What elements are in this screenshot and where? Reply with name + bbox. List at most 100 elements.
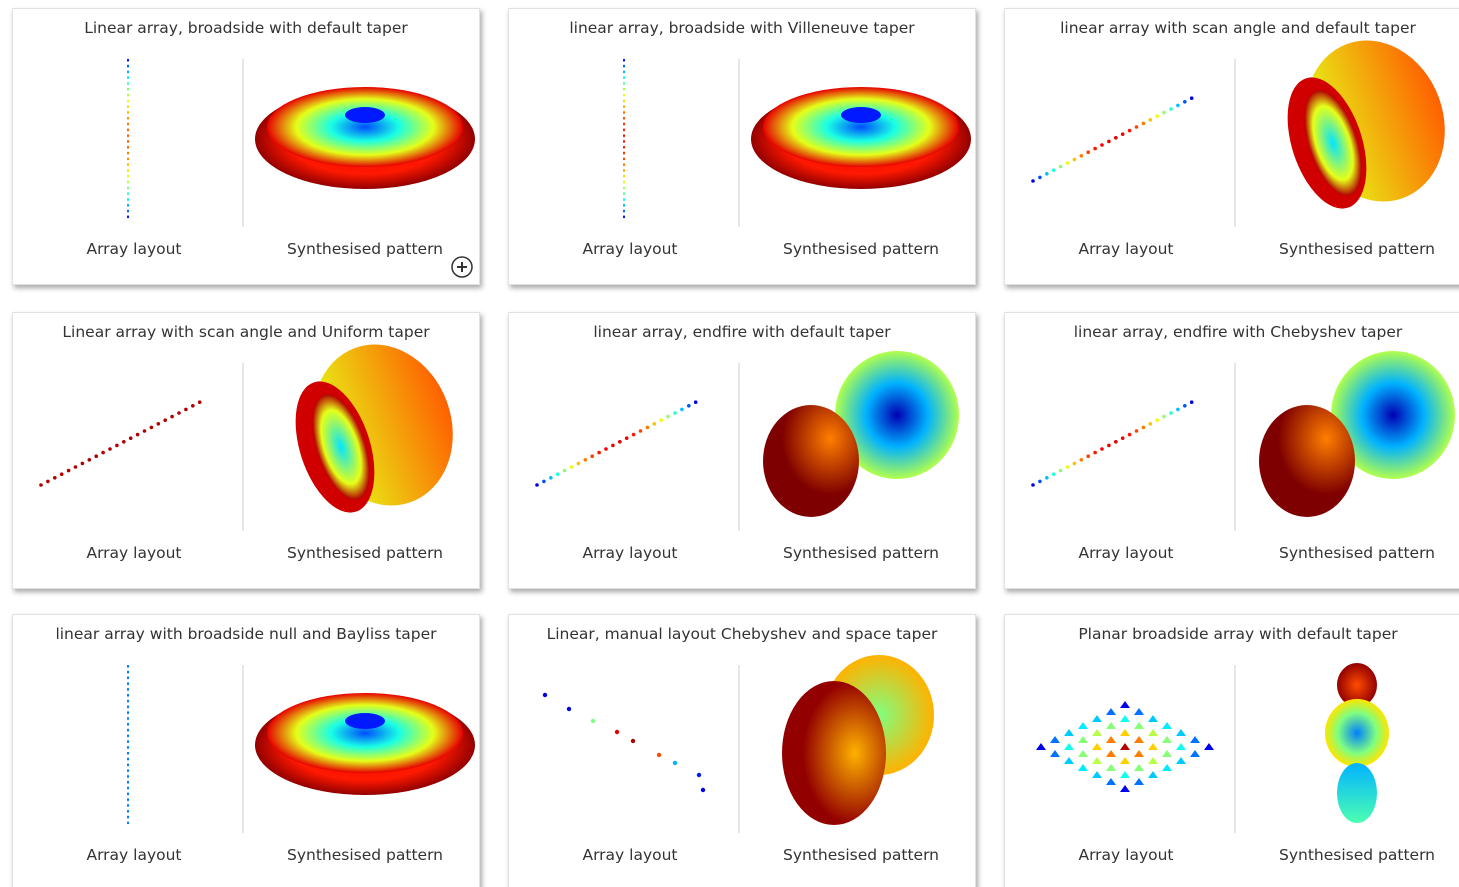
array-element [1176,729,1186,736]
array-element [127,665,129,668]
array-element [127,93,129,97]
array-element [127,169,129,172]
array-element [1190,736,1200,743]
array-element [177,411,181,415]
pattern-part [267,693,463,773]
array-element [127,723,129,726]
card-title: Linear array, broadside with default tap… [84,19,408,37]
gallery-card[interactable]: Linear array with scan angle and Uniform… [12,312,480,589]
array-element [590,718,596,724]
array-element [1092,757,1102,764]
array-element [1162,110,1166,115]
array-element [1190,750,1200,757]
array-element [59,472,64,476]
array-element [127,705,129,709]
array-element [687,404,691,408]
array-element [156,422,161,426]
array-element [1106,750,1116,757]
array-element [652,422,657,426]
array-element [1134,778,1144,785]
gallery-card[interactable]: linear array, endfire with Chebyshev tap… [1004,312,1459,589]
gallery-card[interactable]: linear array, endfire with default taper… [508,312,976,589]
layout-caption: Array layout [582,240,678,258]
array-element [1031,483,1035,487]
array-element [623,169,625,172]
array-element [127,746,129,749]
pattern-part [841,107,881,123]
pattern-caption: Synthesised pattern [1279,240,1435,258]
array-element [127,198,129,201]
array-element [623,117,625,120]
array-element [127,140,129,143]
array-element [1169,411,1173,415]
pattern-part [763,87,959,167]
array-element [1148,729,1158,736]
array-element [631,432,636,437]
array-element [623,82,625,85]
array-element [1078,736,1088,743]
card-title: linear array with scan angle and default… [1060,19,1416,37]
array-element [566,706,572,712]
array-element [1050,750,1060,757]
array-element [696,772,702,778]
card-art [1031,351,1455,531]
array-element [1114,440,1118,444]
array-element [53,476,57,480]
array-element [127,711,129,714]
array-element [542,692,548,698]
gallery-card[interactable]: Linear, manual layout Chebyshev and spac… [508,614,976,887]
array-element [66,468,71,473]
array-element [659,418,663,422]
array-element [1079,154,1084,158]
pattern-caption: Synthesised pattern [1279,544,1435,562]
array-element [1065,161,1070,165]
array-element [623,128,625,132]
array-element [127,694,129,697]
card-title: linear array, broadside with Villeneuve … [569,19,915,37]
array-element [1079,458,1084,462]
array-element [611,443,615,448]
array-element [1107,139,1111,144]
array-element [614,729,620,735]
array-element [623,59,625,62]
array-element [1078,764,1088,771]
array-element [623,140,625,143]
expand-icon-plus [457,262,467,272]
array-element [623,134,625,137]
array-element [618,440,622,444]
array-element [1100,143,1104,147]
array-element [127,815,129,819]
pattern-part [1325,699,1389,767]
array-element [1120,757,1130,764]
array-element [1162,736,1172,743]
array-element [1078,750,1088,757]
card-title: Planar broadside array with default tape… [1078,625,1398,643]
array-element [127,786,129,790]
pattern-caption: Synthesised pattern [287,544,443,562]
gallery-card[interactable]: Planar broadside array with default tape… [1004,614,1459,887]
array-element [101,450,105,455]
gallery-card[interactable]: linear array with broadside null and Bay… [12,614,480,887]
gallery-card[interactable]: linear array with scan angle and default… [1004,8,1459,285]
card-art [1031,40,1445,227]
array-element [1038,479,1042,484]
array-element [1148,743,1158,750]
array-element [1036,743,1046,750]
gallery-card[interactable]: Linear array, broadside with default tap… [12,8,480,285]
array-element [127,59,129,62]
card-art [1036,663,1389,833]
array-element [1141,121,1146,126]
array-element [128,436,133,440]
pattern-part [1331,351,1455,479]
array-element [1050,736,1060,743]
array-element [1148,715,1158,722]
array-element [1162,764,1172,771]
array-element [576,461,581,466]
array-element [127,128,129,132]
gallery-card[interactable]: linear array, broadside with Villeneuve … [508,8,976,285]
array-element [1058,164,1063,169]
array-element [623,198,625,201]
array-element [597,450,601,455]
array-element [1072,461,1077,466]
